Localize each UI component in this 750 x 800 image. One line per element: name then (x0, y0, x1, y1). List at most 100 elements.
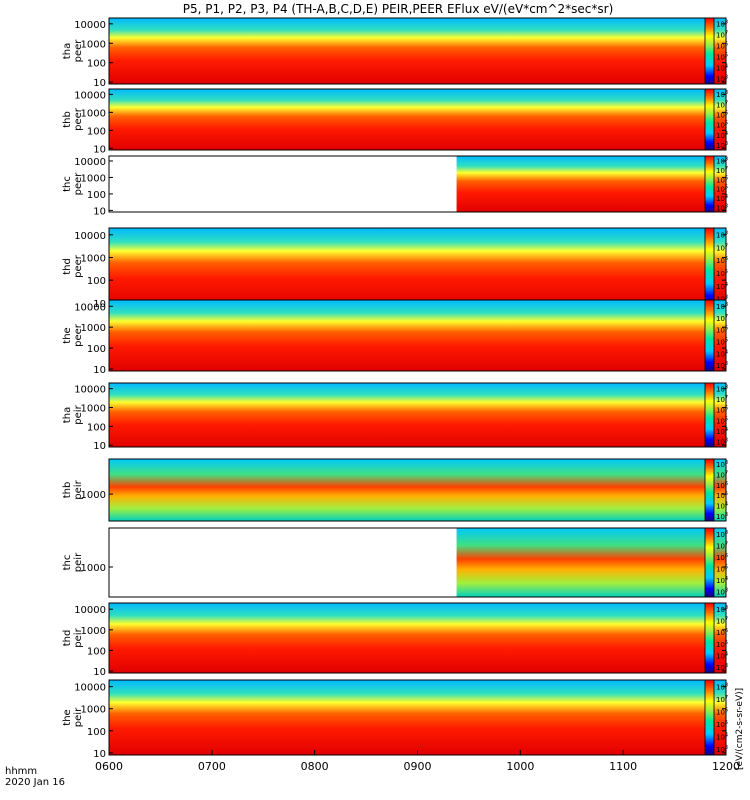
x-tick-label: 1100 (609, 760, 637, 773)
colorbar-tick-label: 105 (716, 720, 728, 729)
y-tick-label: 1000 (81, 173, 106, 184)
spectrogram-image (109, 228, 726, 305)
spectrogram-image (109, 300, 726, 371)
y-label-probe: thb (62, 111, 73, 128)
colorbar-tick-label: 106 (716, 481, 728, 490)
y-tick-label: 10 (93, 206, 106, 217)
y-label-probe: the (62, 709, 73, 725)
y-label-probe: thd (62, 630, 73, 647)
y-label-instrument: peir (73, 707, 84, 727)
colorbar-tick-label: 106 (716, 175, 728, 184)
y-tick-label: 100 (87, 727, 106, 738)
colorbar-tick-label: 103 (716, 587, 728, 596)
colorbar-tick-label: 108 (716, 90, 728, 99)
panel-frame (108, 458, 727, 522)
colorbar (704, 458, 715, 522)
colorbar (704, 155, 715, 213)
colorbar-tick-label: 107 (716, 695, 728, 704)
x-tick-label: 0900 (404, 760, 432, 773)
x-axis-label-hhmm: hhmm (5, 766, 37, 777)
y-tick-label: 1000 (81, 253, 106, 264)
y-tick-label: 1000 (81, 404, 106, 415)
y-tick-label: 100 (87, 59, 106, 70)
colorbar-tick-label: 103 (716, 203, 728, 212)
colorbar-tick-label: 108 (716, 384, 728, 393)
panel-the-peer: 10000 1000 100 10 the peer 103 104 105 106 107 108 (62, 299, 728, 376)
spectrogram-image (109, 680, 726, 755)
y-tick-label: 10 (93, 441, 106, 452)
colorbar-tick-label: 105 (716, 185, 728, 194)
y-tick-label: 1000 (81, 626, 106, 637)
colorbar-tick-label: 103 (716, 512, 728, 521)
y-label-probe: tha (62, 407, 73, 423)
y-tick-label: 1000 (81, 563, 106, 574)
colorbar-tick-label: 105 (716, 564, 728, 573)
x-axis-label-date: 2020 Jan 16 (5, 777, 65, 788)
figure-title: P5, P1, P2, P3, P4 (TH-A,B,C,D,E) PEIR,P… (183, 2, 614, 16)
colorbar-tick-label: 104 (716, 64, 728, 73)
colorbar-tick-label: 108 (716, 682, 728, 691)
y-label-instrument: peir (73, 627, 84, 647)
y-tick-label: 1000 (81, 39, 106, 50)
colorbar-tick-label: 103 (716, 361, 728, 370)
colorbar-tick-label: 104 (716, 131, 728, 140)
y-tick-label: 100 (87, 190, 106, 201)
colorbar-tick-label: 107 (716, 395, 728, 404)
x-tick-label: 0700 (198, 760, 226, 773)
colorbar-tick-label: 107 (716, 100, 728, 109)
spectrogram-image (109, 603, 726, 673)
colorbar-tick-label: 105 (716, 640, 728, 649)
x-tick-label: 0600 (95, 760, 123, 773)
colorbar-tick-label: 104 (716, 652, 728, 661)
panel-frame (108, 299, 727, 372)
y-tick-label: 10000 (74, 683, 106, 694)
y-tick-label: 100 (87, 422, 106, 433)
y-tick-label: 10 (93, 78, 106, 89)
x-tick-label: 1200 (712, 760, 740, 773)
colorbar-tick-label: 108 (716, 230, 728, 239)
colorbar-tick-label: 108 (716, 302, 728, 311)
panel-frame (108, 527, 727, 598)
colorbar (704, 679, 715, 756)
colorbar-tick-label: 106 (716, 406, 728, 415)
panel-frame (108, 17, 727, 85)
colorbar-tick-label: 106 (716, 707, 728, 716)
colorbar-tick-label: 108 (716, 605, 728, 614)
y-tick-label: 100 (87, 126, 106, 137)
colorbar (704, 227, 715, 306)
colorbar-tick-label: 104 (716, 732, 728, 741)
colorbar-tick-label: 106 (716, 110, 728, 119)
colorbar-tick-label: 107 (716, 541, 728, 550)
y-tick-label: 1000 (81, 108, 106, 119)
colorbar-tick-label: 107 (716, 314, 728, 323)
y-tick-label: 10000 (74, 90, 106, 101)
panel-tha-peer: 10000 1000 100 10 tha peer 103 104 105 106 107 108 (62, 17, 728, 89)
colorbar-tick-label: 105 (716, 121, 728, 130)
panel-thd-peir: 10000 1000 100 10 thd peir 103 104 105 106 107 108 (62, 602, 728, 678)
colorbar-tick-label: 107 (716, 31, 728, 40)
colorbar-tick-label: 106 (716, 553, 728, 562)
y-label-probe: the (62, 327, 73, 343)
colorbar-tick-label: 106 (716, 326, 728, 335)
x-axis: 0600 0700 0800 0900 1000 1100 1200 (95, 750, 740, 773)
colorbar-tick-label: 103 (716, 745, 728, 754)
colorbar-tick-label: 108 (716, 460, 728, 469)
colorbar (704, 88, 715, 151)
colorbar-tick-label: 106 (716, 42, 728, 51)
spectrogram-image (109, 459, 726, 521)
colorbar-tick-label: 106 (716, 628, 728, 637)
y-tick-label: 100 (87, 646, 106, 657)
y-tick-label: 10 (93, 299, 106, 310)
y-tick-label: 10000 (74, 231, 106, 242)
y-tick-label: 10000 (74, 157, 106, 168)
y-label-instrument: peer (73, 172, 84, 196)
y-label-probe: thc (62, 176, 73, 192)
y-label-instrument: peer (73, 39, 84, 63)
colorbar (704, 382, 715, 448)
y-tick-label: 10 (93, 667, 106, 678)
